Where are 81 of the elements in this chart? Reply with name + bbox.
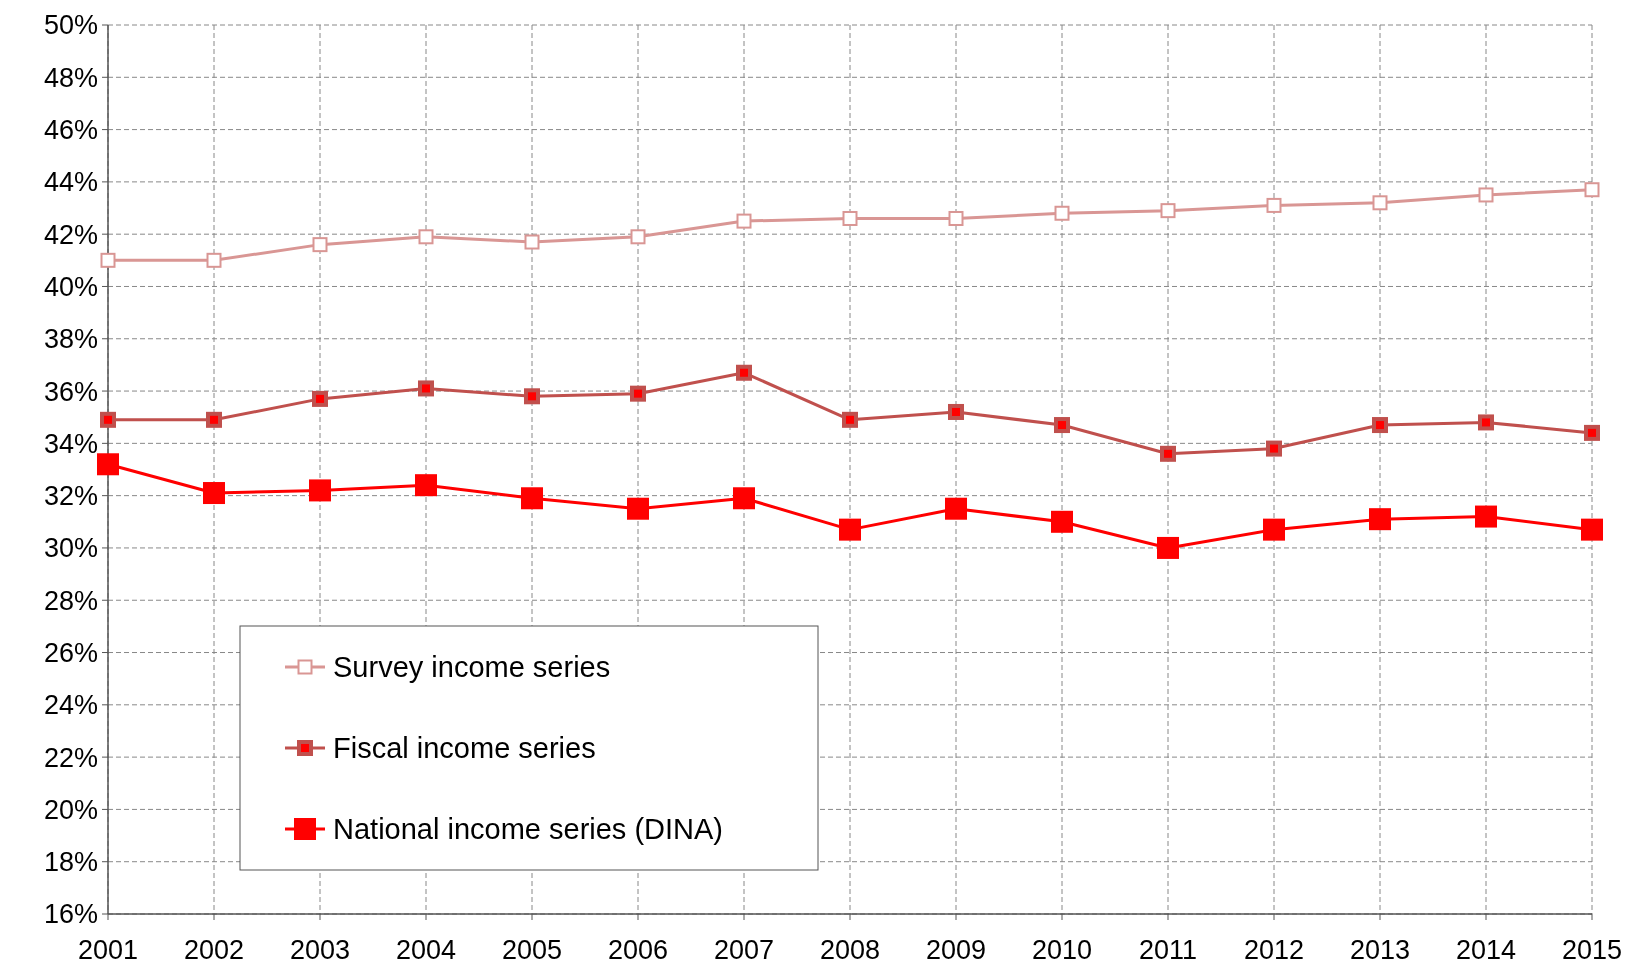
x-tick-label: 2004 <box>395 935 457 965</box>
point <box>312 390 328 407</box>
point <box>733 487 755 510</box>
y-tick-label: 46% <box>43 115 98 146</box>
y-tick-label: 26% <box>43 637 98 668</box>
x-tick-label: 2001 <box>77 935 139 965</box>
y-tick-label: 20% <box>43 794 98 825</box>
point <box>1160 445 1176 462</box>
point <box>97 453 119 476</box>
point <box>1478 414 1494 431</box>
point <box>206 252 222 268</box>
y-tick-label: 34% <box>43 428 98 459</box>
x-tick-label: 2015 <box>1561 935 1623 965</box>
point <box>1263 518 1285 541</box>
point <box>418 229 434 245</box>
y-tick-label: 16% <box>43 899 98 930</box>
legend-label: Fiscal income series <box>333 732 596 765</box>
point <box>1051 510 1073 533</box>
point <box>206 411 222 428</box>
y-tick-label: 42% <box>43 219 98 250</box>
y-tick-label: 32% <box>43 481 98 512</box>
y-tick-label: 24% <box>43 690 98 721</box>
point <box>1475 505 1497 528</box>
x-tick-label: 2009 <box>925 935 987 965</box>
point <box>1266 197 1282 213</box>
x-tick-label: 2003 <box>289 935 351 965</box>
point <box>1157 536 1179 559</box>
y-tick-label: 28% <box>43 585 98 616</box>
y-tick-label: 44% <box>43 167 98 198</box>
point <box>1054 205 1070 221</box>
point <box>312 237 328 253</box>
point <box>842 411 858 428</box>
point <box>1054 417 1070 434</box>
y-tick-label: 40% <box>43 271 98 302</box>
x-tick-label: 2007 <box>713 935 775 965</box>
x-tick-label: 2002 <box>183 935 245 965</box>
point <box>1160 203 1176 219</box>
point <box>1478 187 1494 203</box>
point <box>415 474 437 497</box>
point <box>100 411 116 428</box>
x-tick-label: 2013 <box>1349 935 1411 965</box>
point <box>1584 182 1600 198</box>
y-tick-label: 30% <box>43 533 98 564</box>
point <box>630 385 646 402</box>
x-tick-label: 2014 <box>1455 935 1517 965</box>
x-tick-label: 2005 <box>501 935 563 965</box>
y-tick-label: 22% <box>43 742 98 773</box>
point <box>948 210 964 226</box>
y-tick-label: 38% <box>43 324 98 355</box>
y-tick-label: 50% <box>43 10 98 41</box>
point <box>203 482 225 505</box>
x-tick-label: 2010 <box>1031 935 1093 965</box>
y-tick-label: 36% <box>43 376 98 407</box>
x-tick-label: 2012 <box>1243 935 1305 965</box>
point <box>839 518 861 541</box>
point <box>524 388 540 405</box>
point <box>1581 518 1603 541</box>
point <box>521 487 543 510</box>
point <box>948 403 964 420</box>
point <box>736 213 752 229</box>
point <box>1584 424 1600 441</box>
legend-label: Survey income series <box>333 651 611 684</box>
point <box>630 229 646 245</box>
point <box>1372 195 1388 211</box>
x-tick-label: 2011 <box>1138 935 1198 965</box>
y-tick-label: 18% <box>43 847 98 878</box>
x-tick-label: 2008 <box>819 935 881 965</box>
point <box>1266 440 1282 457</box>
point <box>842 210 858 226</box>
point <box>100 252 116 268</box>
x-tick-label: 2006 <box>607 935 669 965</box>
point <box>418 380 434 397</box>
point <box>627 497 649 520</box>
point <box>1372 417 1388 434</box>
legend-label: National income series (DINA) <box>333 813 724 846</box>
y-tick-label: 48% <box>43 62 98 93</box>
point <box>309 479 331 502</box>
point <box>1369 508 1391 531</box>
point <box>524 234 540 250</box>
point <box>736 364 752 381</box>
point <box>945 497 967 520</box>
